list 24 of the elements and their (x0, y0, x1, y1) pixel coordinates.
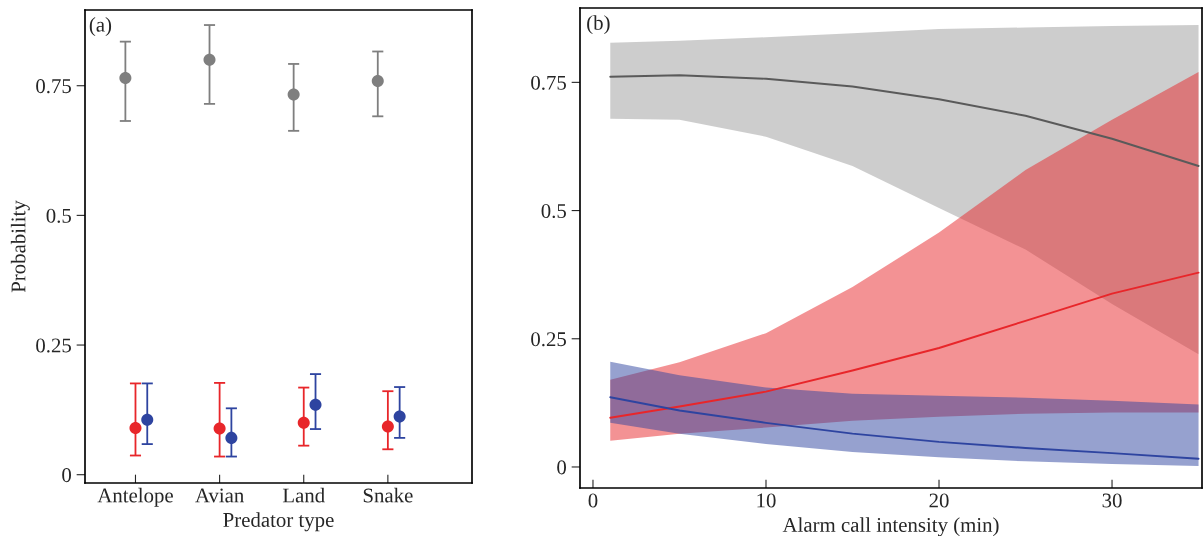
y-tick-label: 0.25 (531, 332, 566, 347)
y-tick-label: 0.5 (46, 208, 71, 223)
line-series (609, 396, 1200, 460)
y-tick-label: 0 (557, 460, 567, 475)
y-tick-label: 0 (62, 468, 72, 483)
chart-title: (a) (89, 17, 112, 36)
y-tick-label: 0.5 (541, 203, 566, 219)
x-tick-label: 20 (929, 493, 949, 508)
x-tick-label: Antelope (97, 487, 173, 507)
y-tick-label: 0.25 (36, 338, 71, 353)
x-axis-title: Alarm call intensity (min) (782, 517, 999, 536)
y-tick-label: 0.75 (36, 79, 71, 94)
x-tick-label: Snake (363, 487, 413, 503)
x-tick-label: 10 (757, 493, 776, 508)
x-tick-label: Land (282, 487, 325, 503)
x-tick-label: 30 (1102, 493, 1122, 508)
chart-title: (b) (587, 15, 610, 35)
x-tick-label: 0 (588, 493, 598, 508)
line-series (609, 74, 1200, 167)
x-axis-title: Predator type (223, 512, 334, 532)
y-tick-label: 0.75 (531, 75, 566, 90)
line-series (609, 271, 1200, 419)
y-axis-title: Probability (10, 200, 30, 293)
x-tick-label: Avian (195, 488, 244, 503)
